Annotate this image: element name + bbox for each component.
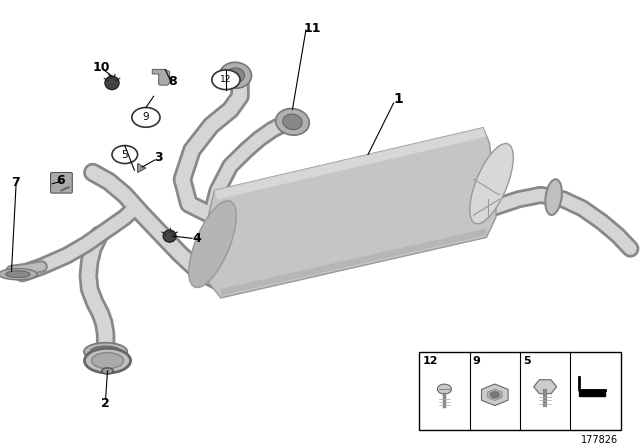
- Ellipse shape: [0, 268, 37, 280]
- Ellipse shape: [470, 143, 513, 224]
- Text: 6: 6: [56, 173, 65, 187]
- Polygon shape: [202, 128, 496, 298]
- Ellipse shape: [437, 384, 451, 394]
- Text: 3: 3: [154, 151, 163, 164]
- Ellipse shape: [227, 68, 244, 82]
- Text: 10: 10: [92, 60, 110, 74]
- Polygon shape: [579, 390, 605, 396]
- Text: 8: 8: [168, 75, 177, 88]
- Text: 5: 5: [122, 150, 128, 159]
- Text: 177826: 177826: [580, 435, 618, 445]
- Ellipse shape: [163, 230, 176, 242]
- Ellipse shape: [283, 114, 302, 129]
- Ellipse shape: [545, 179, 562, 215]
- Text: 4: 4: [193, 232, 202, 245]
- Ellipse shape: [6, 271, 30, 277]
- Ellipse shape: [84, 349, 131, 373]
- Text: 12: 12: [422, 356, 438, 366]
- Polygon shape: [152, 69, 170, 85]
- Polygon shape: [214, 128, 486, 199]
- Bar: [419, 352, 621, 430]
- Circle shape: [112, 146, 138, 164]
- Circle shape: [212, 70, 240, 90]
- Polygon shape: [138, 164, 146, 172]
- Ellipse shape: [220, 62, 252, 88]
- Circle shape: [490, 392, 499, 398]
- Ellipse shape: [90, 346, 121, 358]
- Text: 9: 9: [143, 112, 149, 122]
- Ellipse shape: [276, 108, 309, 135]
- Text: 2: 2: [101, 396, 110, 410]
- Text: 7: 7: [12, 176, 20, 190]
- Text: 11: 11: [303, 22, 321, 35]
- Ellipse shape: [189, 201, 236, 288]
- FancyBboxPatch shape: [51, 172, 72, 193]
- Circle shape: [132, 108, 160, 127]
- Text: 12: 12: [220, 75, 232, 84]
- Ellipse shape: [84, 343, 127, 361]
- Text: 9: 9: [473, 356, 481, 366]
- Text: 5: 5: [524, 356, 531, 366]
- Ellipse shape: [105, 76, 119, 90]
- Polygon shape: [221, 228, 486, 296]
- Ellipse shape: [102, 368, 113, 374]
- Text: 1: 1: [393, 92, 403, 107]
- Ellipse shape: [92, 353, 124, 369]
